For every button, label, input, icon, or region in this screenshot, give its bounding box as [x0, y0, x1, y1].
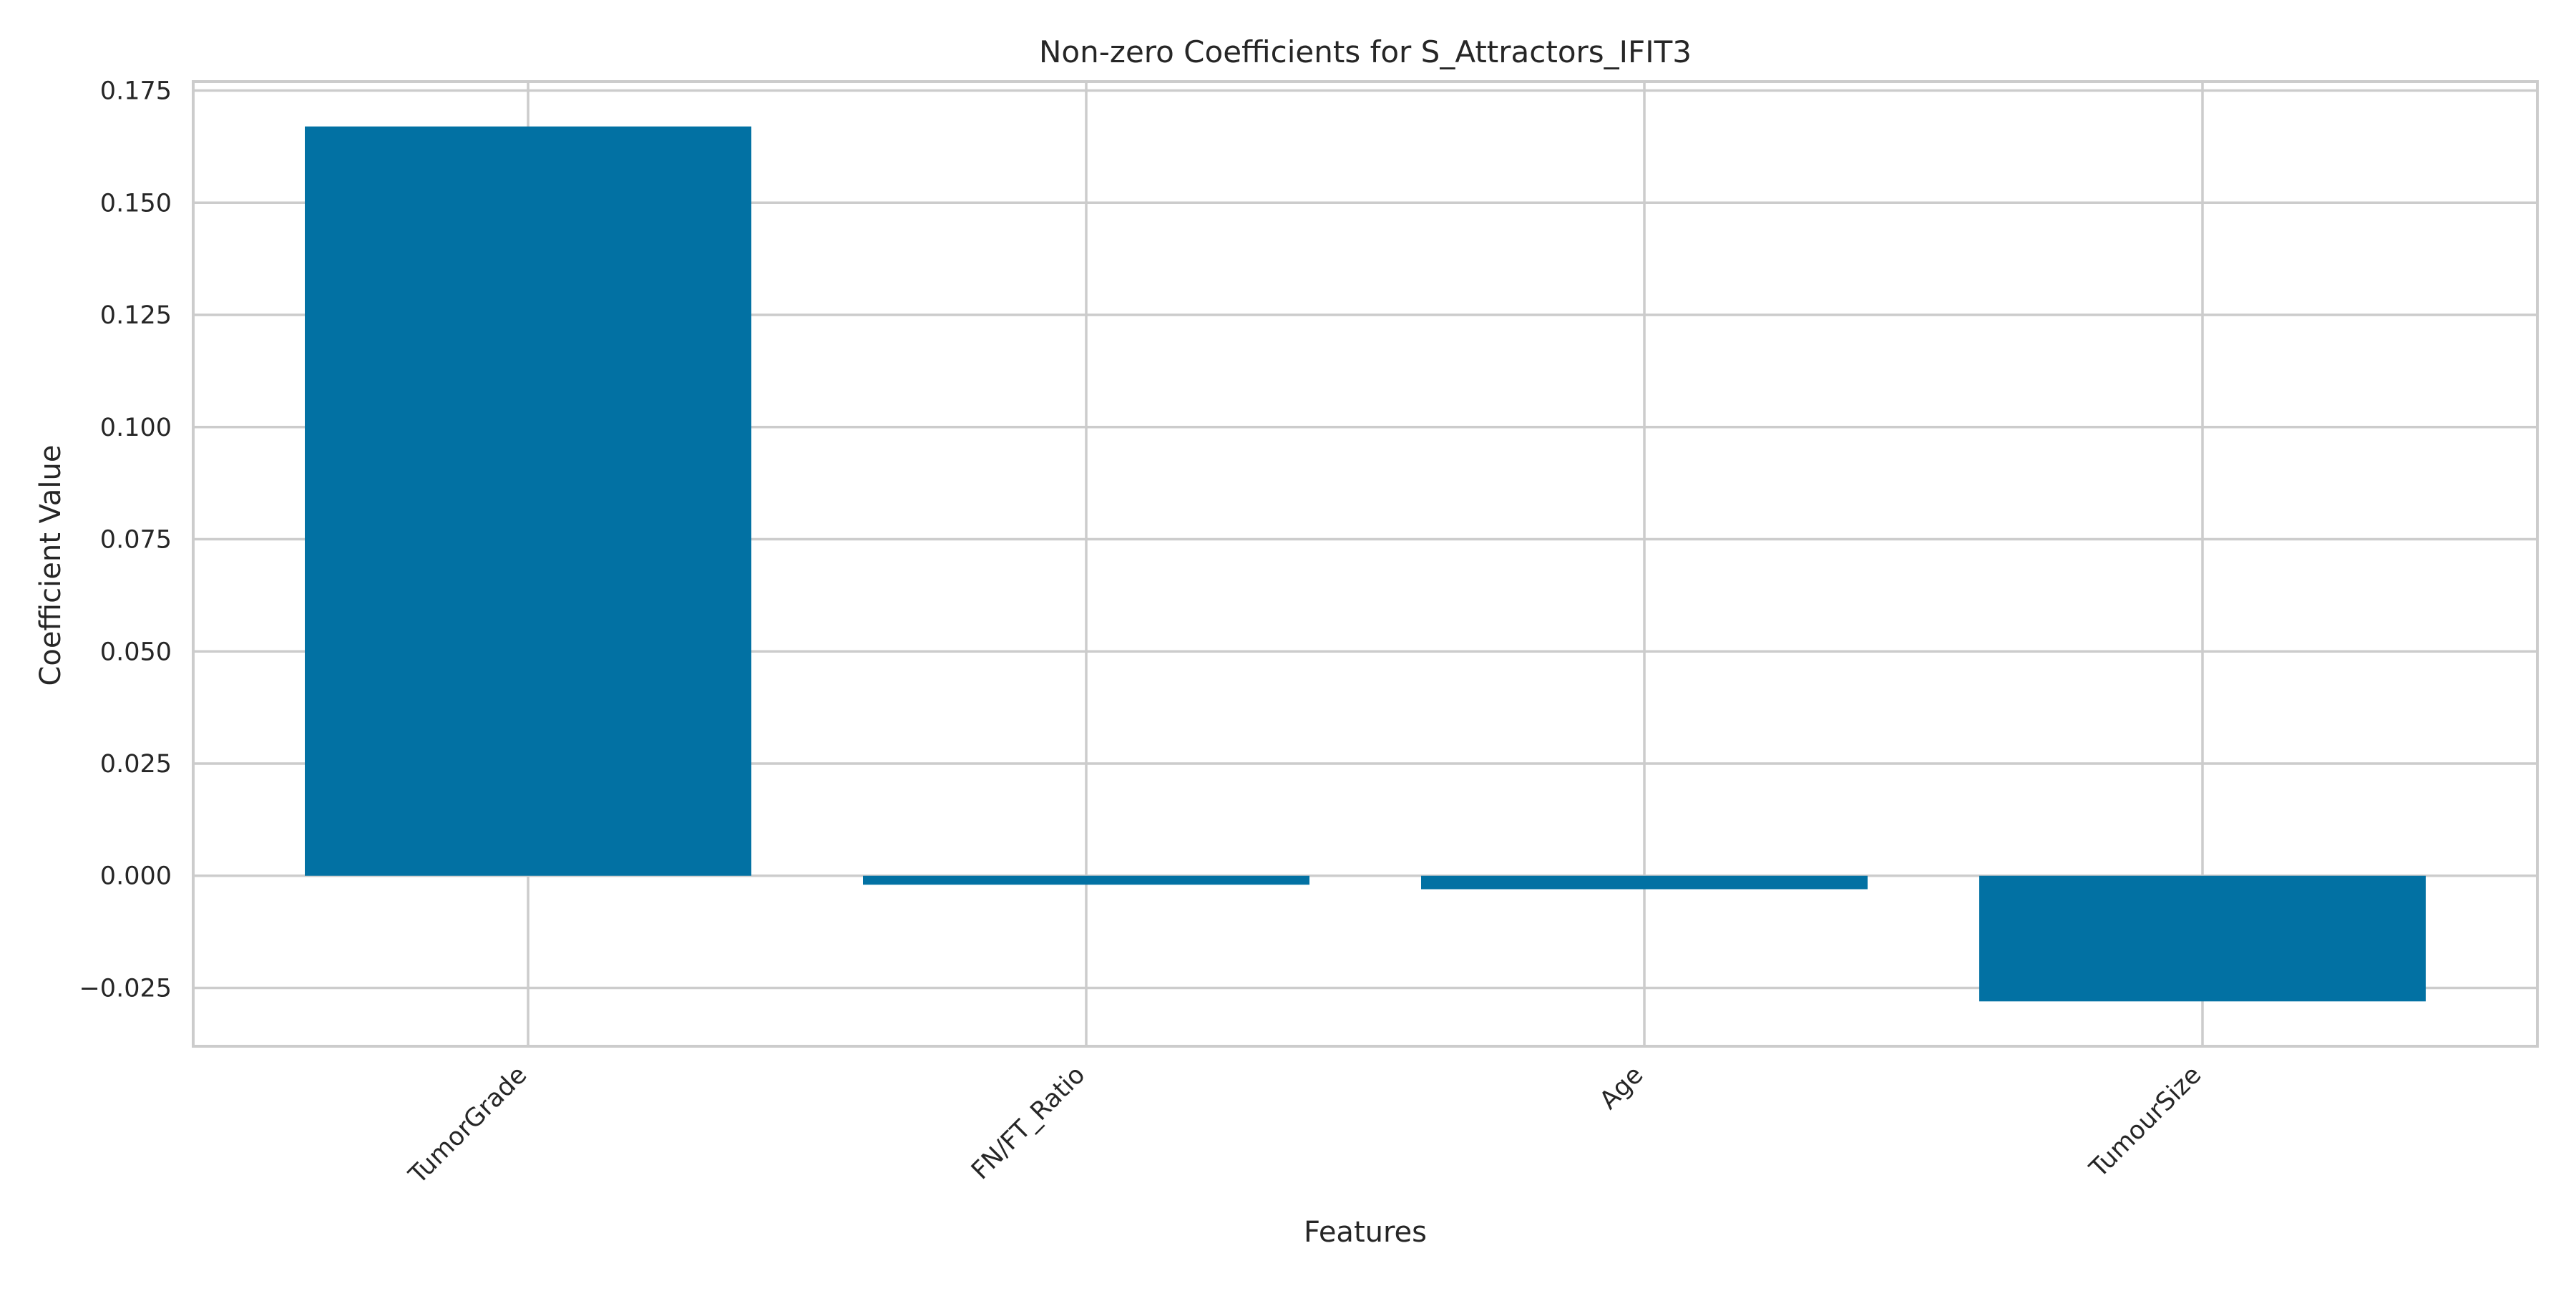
bars — [305, 126, 2426, 1002]
x-axis-label: Features — [1304, 1216, 1427, 1249]
y-tick-label: 0.000 — [100, 862, 172, 891]
bar-tumoursize — [1979, 875, 2426, 1002]
y-tick-label: −0.025 — [79, 974, 172, 1003]
y-tick-label: 0.050 — [100, 638, 172, 666]
y-tick-label: 0.075 — [100, 526, 172, 555]
bar-tumorgrade — [305, 126, 751, 876]
bar-fn-ft-ratio — [863, 875, 1309, 885]
y-tick-label: 0.100 — [100, 414, 172, 442]
y-axis-label: Coefficient Value — [34, 445, 67, 686]
bar-age — [1421, 875, 1868, 890]
plot-frame — [192, 80, 2539, 1048]
y-tick-label: 0.150 — [100, 189, 172, 218]
y-tick-label: 0.025 — [100, 750, 172, 779]
chart-title: Non-zero Coefficients for S_Attractors_I… — [1039, 34, 1692, 69]
y-tick-label: 0.125 — [100, 301, 172, 330]
y-tick-label: 0.175 — [100, 77, 172, 106]
y-tick-labels: −0.025 0.000 0.025 0.050 0.075 0.100 0.125 0.15… — [79, 77, 172, 1003]
